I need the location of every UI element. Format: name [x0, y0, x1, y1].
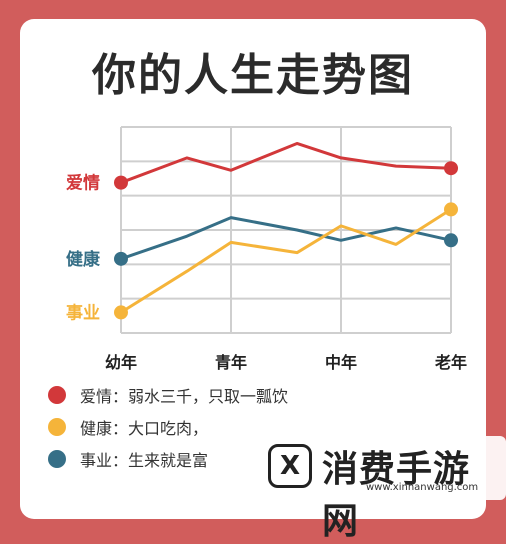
legend-dot-icon: [48, 450, 66, 468]
data-point: [444, 233, 458, 248]
x-tick-label: 幼年: [105, 353, 137, 372]
watermark-url: www.xinnanwang.com: [366, 482, 479, 493]
chart-title: 你的人生走势图: [92, 50, 414, 101]
watermark: X 消费手游网 www.xinnanwang.com: [262, 436, 506, 542]
series-label: 爱情: [66, 173, 100, 194]
data-point: [444, 202, 458, 217]
series-line-爱情: [120, 141, 452, 185]
legend-item-health: 健康：大口吃肉，: [48, 412, 288, 442]
legend-dot-icon: [48, 386, 66, 404]
chart-card: 你的人生走势图: [20, 19, 486, 519]
data-point: [114, 251, 128, 266]
legend-item-career: 事业：生来就是富: [48, 444, 288, 474]
data-point: [444, 161, 458, 176]
legend-label: 健康：大口吃肉，: [80, 419, 209, 438]
legend-label: 事业：生来就是富: [80, 451, 209, 470]
legend-dot-icon: [48, 418, 66, 436]
x-tick-label: 中年: [325, 353, 357, 372]
legend-label: 爱情：弱水三千，只取一瓢饮: [80, 387, 289, 406]
legend: 爱情：弱水三千，只取一瓢饮 健康：大口吃肉， 事业：生来就是富: [48, 380, 288, 476]
data-point: [114, 305, 128, 320]
series-line-事业: [120, 208, 452, 314]
x-tick-label: 青年: [215, 353, 247, 372]
legend-item-love: 爱情：弱水三千，只取一瓢饮: [48, 380, 288, 410]
x-tick-label: 老年: [434, 353, 467, 372]
series-label: 事业: [66, 303, 100, 323]
watermark-logo-icon: X: [268, 444, 312, 488]
series-line-健康: [120, 216, 452, 261]
data-point: [114, 175, 128, 190]
series-label: 健康: [66, 249, 101, 270]
